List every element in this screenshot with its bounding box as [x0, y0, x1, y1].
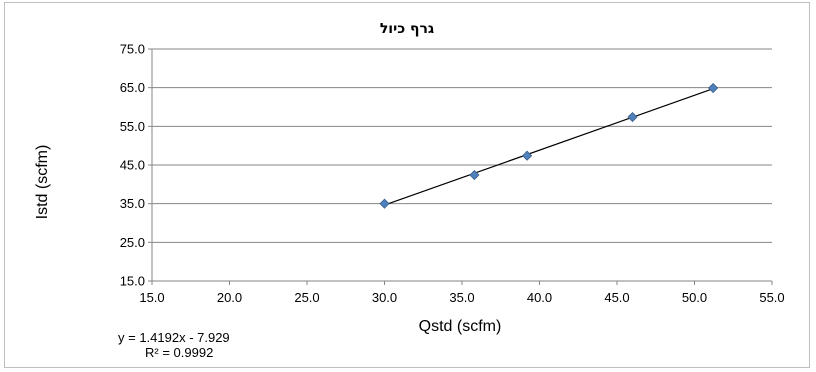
x-tick-label: 45.0 — [604, 290, 629, 305]
y-tick-label: 35.0 — [120, 196, 145, 211]
data-point — [627, 111, 638, 123]
y-axis-title: Istd (scfm) — [34, 145, 51, 220]
y-tick-label: 75.0 — [120, 42, 145, 57]
data-point — [708, 82, 719, 94]
x-tick-label: 15.0 — [139, 290, 164, 305]
x-tick-label: 55.0 — [759, 290, 784, 305]
data-points — [379, 82, 719, 209]
trendline — [384, 88, 714, 206]
trendline-r-squared: R² = 0.9992 — [145, 345, 213, 360]
y-tick-label: 45.0 — [120, 158, 145, 173]
chart-frame — [4, 2, 810, 368]
trendline-layer — [384, 88, 714, 206]
trendline-equation: y = 1.4192x - 7.929 — [118, 330, 230, 345]
x-tick-label: 40.0 — [527, 290, 552, 305]
x-tick-label: 20.0 — [217, 290, 242, 305]
axes — [148, 48, 773, 285]
y-tick-label: 65.0 — [120, 80, 145, 95]
x-tick-label: 50.0 — [682, 290, 707, 305]
x-tick-label: 35.0 — [449, 290, 474, 305]
data-point — [469, 169, 480, 181]
x-tick-label: 25.0 — [294, 290, 319, 305]
data-point — [379, 198, 390, 209]
x-tick-label: 30.0 — [372, 290, 397, 305]
chart-title: גרף כיול — [380, 21, 434, 37]
y-tick-label: 25.0 — [120, 235, 145, 250]
y-tick-label: 15.0 — [120, 274, 145, 289]
y-tick-label: 55.0 — [120, 119, 145, 134]
data-point — [522, 150, 533, 161]
gridlines — [152, 48, 772, 243]
tick-labels: 15.0 25.0 35.0 45.0 55.0 65.0 75.0 15.0 20.0 25.0… — [120, 42, 785, 306]
x-axis-title: Qstd (scfm) — [419, 318, 502, 335]
